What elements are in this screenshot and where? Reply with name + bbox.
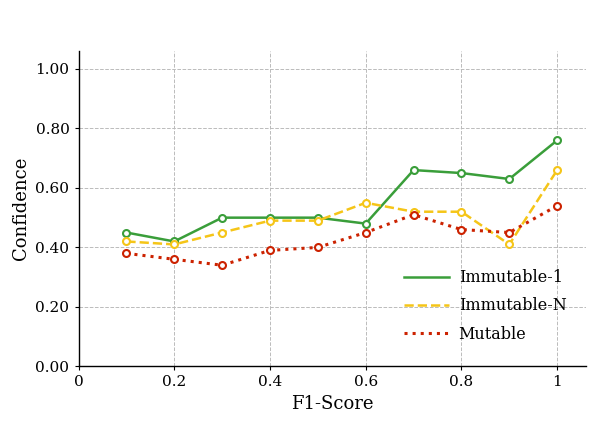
Immutable-N: [170, 242, 178, 247]
Immutable-N: [123, 239, 130, 244]
Immutable-1: [123, 230, 130, 235]
Mutable: [170, 257, 178, 262]
Immutable-1: [219, 215, 226, 220]
Mutable: [123, 251, 130, 256]
Y-axis label: Confidence: Confidence: [12, 157, 30, 260]
Immutable-1: [553, 138, 561, 143]
Mutable: [410, 212, 417, 217]
Immutable-1: [314, 215, 321, 220]
Immutable-N: [410, 209, 417, 214]
Mutable: [506, 230, 513, 235]
X-axis label: F1-Score: F1-Score: [291, 395, 373, 413]
Mutable: [553, 203, 561, 208]
Mutable: [266, 248, 274, 253]
Mutable: [458, 227, 465, 232]
Immutable-N: [506, 242, 513, 247]
Mutable: [219, 263, 226, 268]
Immutable-1: [458, 170, 465, 176]
Immutable-1: [170, 239, 178, 244]
Legend: Immutable-1, Immutable-N, Mutable: Immutable-1, Immutable-N, Mutable: [398, 263, 573, 349]
Mutable: [362, 230, 369, 235]
Line: Mutable: Mutable: [123, 202, 561, 269]
Immutable-N: [266, 218, 274, 223]
Immutable-N: [362, 200, 369, 205]
Line: Immutable-1: Immutable-1: [123, 137, 561, 245]
Mutable: [314, 245, 321, 250]
Immutable-1: [506, 176, 513, 181]
Immutable-N: [553, 167, 561, 173]
Immutable-1: [362, 221, 369, 226]
Immutable-N: [458, 209, 465, 214]
Immutable-N: [314, 218, 321, 223]
Immutable-N: [219, 230, 226, 235]
Immutable-1: [410, 167, 417, 173]
Immutable-1: [266, 215, 274, 220]
Line: Immutable-N: Immutable-N: [123, 167, 561, 248]
